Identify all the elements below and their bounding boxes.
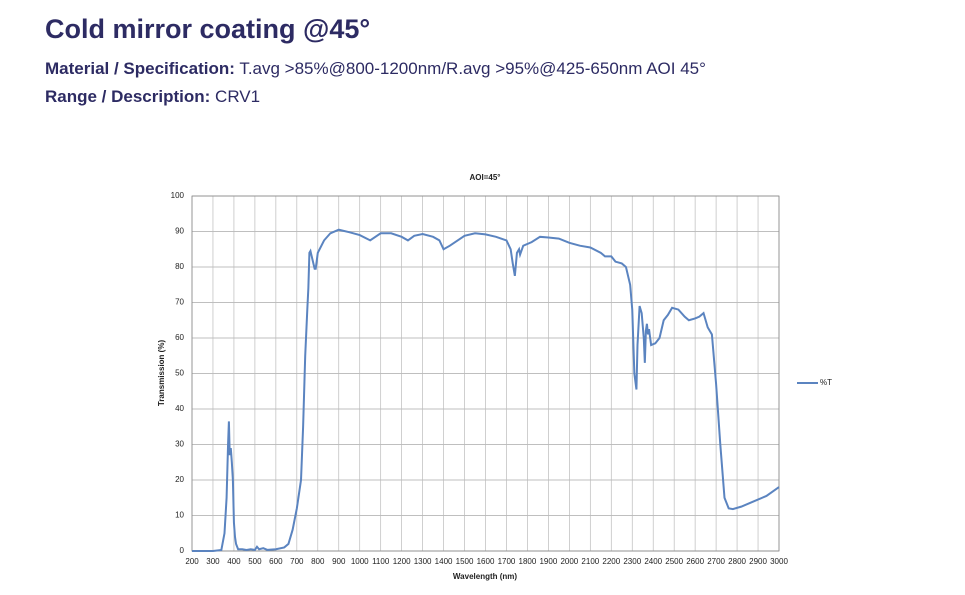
x-tick-label: 1500	[456, 557, 474, 566]
legend-label: %T	[820, 378, 832, 387]
x-tick-label: 1400	[435, 557, 453, 566]
x-tick-label: 200	[185, 557, 199, 566]
y-tick-label: 80	[175, 262, 184, 271]
y-tick-label: 40	[175, 404, 184, 413]
range-label: Range / Description:	[45, 87, 211, 106]
y-tick-label: 90	[175, 227, 184, 236]
x-tick-label: 800	[311, 557, 325, 566]
x-tick-label: 700	[290, 557, 304, 566]
x-tick-label: 1000	[351, 557, 369, 566]
x-tick-label: 600	[269, 557, 283, 566]
x-tick-label: 500	[248, 557, 262, 566]
y-tick-label: 70	[175, 298, 184, 307]
x-tick-label: 2900	[749, 557, 767, 566]
spec-line: Material / Specification: T.avg >85%@800…	[45, 59, 706, 79]
x-tick-label: 1200	[393, 557, 411, 566]
x-tick-label: 2800	[728, 557, 746, 566]
range-line: Range / Description: CRV1	[45, 87, 260, 107]
page-title: Cold mirror coating @45°	[45, 14, 371, 44]
y-tick-label: 100	[171, 191, 185, 200]
y-tick-label: 50	[175, 369, 184, 378]
x-tick-label: 1100	[372, 557, 390, 566]
y-tick-label: 20	[175, 475, 184, 484]
x-tick-label: 2200	[602, 557, 620, 566]
plot-frame	[191, 195, 780, 552]
x-tick-label: 2100	[581, 557, 599, 566]
data-line	[192, 228, 780, 552]
x-tick-label: 900	[332, 557, 346, 566]
x-tick-label: 400	[227, 557, 241, 566]
x-axis-label: Wavelength (nm)	[453, 572, 517, 581]
y-axis-label: Transmission (%)	[157, 340, 166, 407]
x-tick-label: 2400	[644, 557, 662, 566]
x-tick-label: 1300	[414, 557, 432, 566]
spec-value: T.avg >85%@800-1200nm/R.avg >95%@425-650…	[239, 59, 706, 78]
x-tick-label: 1900	[539, 557, 557, 566]
y-tick-label: 0	[180, 546, 185, 555]
x-tick-label: 2300	[623, 557, 641, 566]
x-tick-label: 1700	[498, 557, 516, 566]
x-tick-label: 2000	[560, 557, 578, 566]
x-tick-label: 2700	[707, 557, 725, 566]
range-value: CRV1	[215, 87, 261, 106]
x-tick-label: 2600	[686, 557, 704, 566]
x-tick-label: 1600	[477, 557, 495, 566]
y-tick-label: 60	[175, 333, 184, 342]
x-tick-label: 300	[206, 557, 220, 566]
x-tick-label: 3000	[770, 557, 788, 566]
chart-title: AOI=45°	[470, 173, 501, 182]
x-tick-label: 2500	[665, 557, 683, 566]
y-tick-label: 30	[175, 440, 184, 449]
y-tick-label: 10	[175, 511, 184, 520]
spec-label: Material / Specification:	[45, 59, 235, 78]
x-tick-label: 1800	[519, 557, 537, 566]
